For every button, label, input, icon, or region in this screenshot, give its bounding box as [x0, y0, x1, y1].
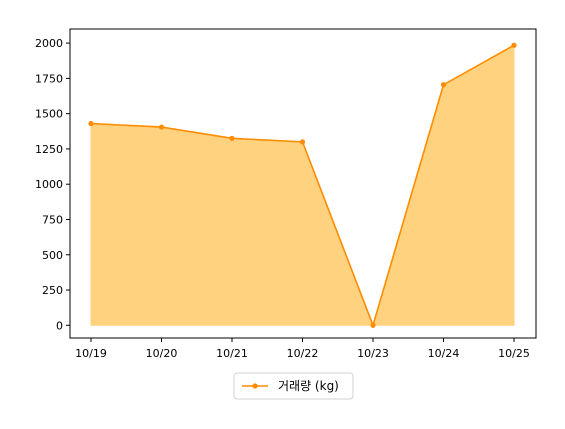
y-tick-label: 1750 [35, 72, 63, 85]
data-point [511, 42, 517, 48]
y-tick-label: 750 [42, 213, 63, 226]
y-tick-label: 250 [42, 284, 63, 297]
y-tick-label: 1500 [35, 108, 63, 121]
x-tick-label: 10/20 [146, 347, 178, 360]
data-point [158, 124, 165, 130]
x-tick-label: 10/22 [287, 347, 319, 360]
data-point [370, 322, 376, 328]
data-point [299, 139, 306, 145]
data-point [88, 120, 94, 127]
plot-area [88, 42, 517, 328]
y-tick-label: 1250 [35, 143, 63, 156]
y-tick-label: 500 [42, 249, 63, 262]
legend: 거래량 (kg) [233, 372, 354, 400]
x-tick-label: 10/23 [357, 347, 389, 360]
y-tick-label: 1000 [35, 178, 63, 191]
x-tick-label: 10/25 [498, 347, 530, 360]
y-tick-label: 0 [56, 319, 63, 332]
data-point [440, 82, 447, 88]
legend-box [233, 372, 354, 400]
x-tick-label: 10/21 [216, 347, 248, 360]
legend-label: 거래량 (kg) [278, 379, 339, 393]
data-point [229, 135, 235, 141]
legend-marker [252, 383, 258, 389]
area-fill [90, 44, 515, 327]
x-tick-label: 10/24 [428, 347, 460, 360]
axes: 0 250 500 750 1000 1250 1500 1750 2000 10/19 10/20… [35, 28, 537, 360]
x-tick-label: 10/19 [75, 347, 107, 360]
y-tick-label: 2000 [35, 37, 63, 50]
